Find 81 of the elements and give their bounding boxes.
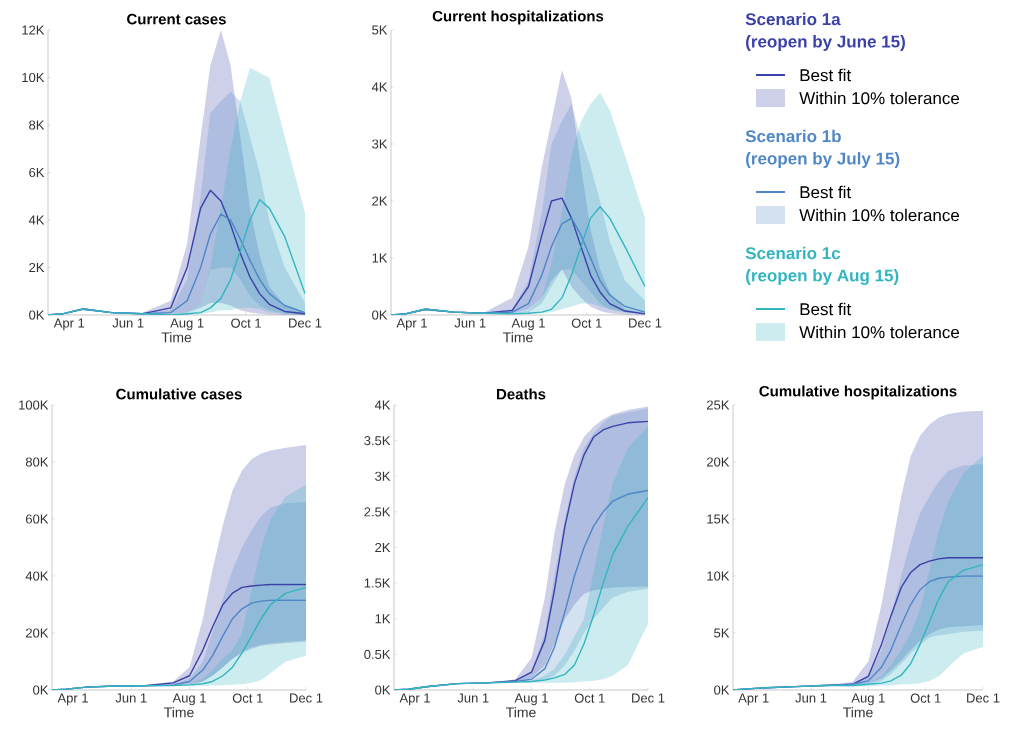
y-tick-label: 20K: [707, 457, 730, 467]
y-tick-label: 25K: [707, 400, 730, 410]
y-tick-label: 40K: [25, 571, 49, 581]
y-tick-label: 3K: [372, 139, 388, 149]
y-tick-label: 1.5K: [364, 578, 391, 588]
text: Within 10% tolerance: [799, 91, 960, 105]
text: Scenario 1b: [745, 129, 841, 143]
chart-title: Current hospitalizations: [432, 10, 604, 25]
x-tick-label: Aug 1: [172, 693, 206, 706]
x-tick-label: Apr 1: [53, 318, 85, 331]
legend-label: Best fit: [800, 185, 852, 199]
x-tick-label: Jun 1: [454, 318, 486, 328]
y-tick-label: 2.5K: [364, 507, 391, 517]
y-tick-label: 2K: [375, 542, 391, 553]
text: (reopen by Aug 15): [746, 269, 899, 285]
x-tick-label: Apr 1: [396, 318, 427, 331]
y-tick-label: 2K: [29, 262, 45, 273]
y-tick-label: 4K: [371, 82, 388, 92]
x-axis-title: Time: [164, 707, 194, 718]
y-tick-label: 12K: [22, 25, 45, 35]
x-tick-label: Jun 1: [457, 693, 489, 703]
x-tick-label: Oct 1: [231, 318, 261, 328]
x-tick-label: Oct 1: [571, 318, 602, 328]
y-tick-label: 6K: [29, 167, 45, 178]
x-axis-title: Time: [506, 707, 536, 718]
text: Scenario 1a: [745, 12, 841, 26]
y-tick-label: 0.5K: [364, 649, 391, 659]
chart-title: Deaths: [497, 388, 546, 400]
y-tick-label: 100K: [19, 400, 49, 410]
x-axis-title: Time: [503, 332, 533, 343]
y-tick-label: 3K: [375, 471, 391, 481]
y-tick-label: 5K: [714, 628, 730, 638]
chart-title: Current cases: [127, 13, 226, 25]
chart-title: Cumulative cases: [116, 388, 242, 400]
y-tick-label: 10K: [707, 571, 730, 581]
y-tick-label: 0K: [372, 310, 388, 320]
x-tick-label: Oct 1: [910, 693, 941, 703]
y-tick-label: 60K: [26, 514, 49, 524]
y-tick-label: 10K: [22, 72, 45, 83]
x-tick-label: Oct 1: [574, 693, 605, 703]
x-tick-label: Aug 1: [511, 318, 545, 331]
x-tick-label: Jun 1: [112, 318, 144, 328]
y-tick-label: 15K: [707, 514, 730, 524]
x-tick-label: Dec 1: [632, 693, 665, 703]
x-tick-label: Dec 1: [629, 318, 662, 328]
y-tick-label: 1K: [372, 253, 388, 263]
x-tick-label: Apr 1: [399, 693, 430, 706]
legend-label: Best fit: [800, 302, 852, 316]
y-tick-label: 4K: [374, 400, 391, 410]
y-tick-label: 0K: [33, 685, 49, 695]
y-tick-label: 1K: [375, 614, 391, 624]
text: (reopen by June 15): [746, 35, 905, 51]
legend-label: Best fit: [800, 68, 852, 82]
text: Scenario 1c: [745, 246, 841, 260]
y-tick-label: 8K: [29, 120, 45, 130]
text: Within 10% tolerance: [799, 325, 960, 339]
y-tick-label: 80K: [25, 457, 49, 467]
x-axis-title: Time: [161, 332, 192, 343]
y-tick-label: 5K: [372, 25, 388, 35]
x-axis-title: Time: [843, 707, 873, 718]
x-tick-label: Dec 1: [290, 693, 323, 703]
y-tick-label: 0K: [714, 685, 730, 695]
x-tick-label: Apr 1: [738, 693, 769, 706]
y-tick-label: 3.5K: [364, 436, 391, 446]
text: Within 10% tolerance: [799, 208, 960, 222]
x-tick-label: Jun 1: [795, 693, 827, 703]
chart-title: Cumulative hospitalizations: [759, 385, 957, 400]
y-tick-label: 2K: [372, 196, 388, 206]
x-tick-label: Jun 1: [115, 693, 147, 703]
x-tick-label: Aug 1: [851, 693, 885, 706]
y-tick-label: 20K: [26, 628, 49, 638]
x-tick-label: Dec 1: [967, 693, 1000, 703]
x-tick-label: Apr 1: [57, 693, 88, 706]
x-tick-label: Dec 1: [289, 318, 322, 328]
y-tick-label: 4K: [28, 215, 45, 225]
x-tick-label: Aug 1: [514, 693, 548, 706]
x-tick-label: Aug 1: [170, 318, 204, 331]
text: (reopen by July 15): [746, 152, 900, 168]
x-tick-label: Oct 1: [232, 693, 263, 703]
y-tick-label: 0K: [29, 310, 45, 320]
y-tick-label: 0K: [375, 685, 391, 695]
